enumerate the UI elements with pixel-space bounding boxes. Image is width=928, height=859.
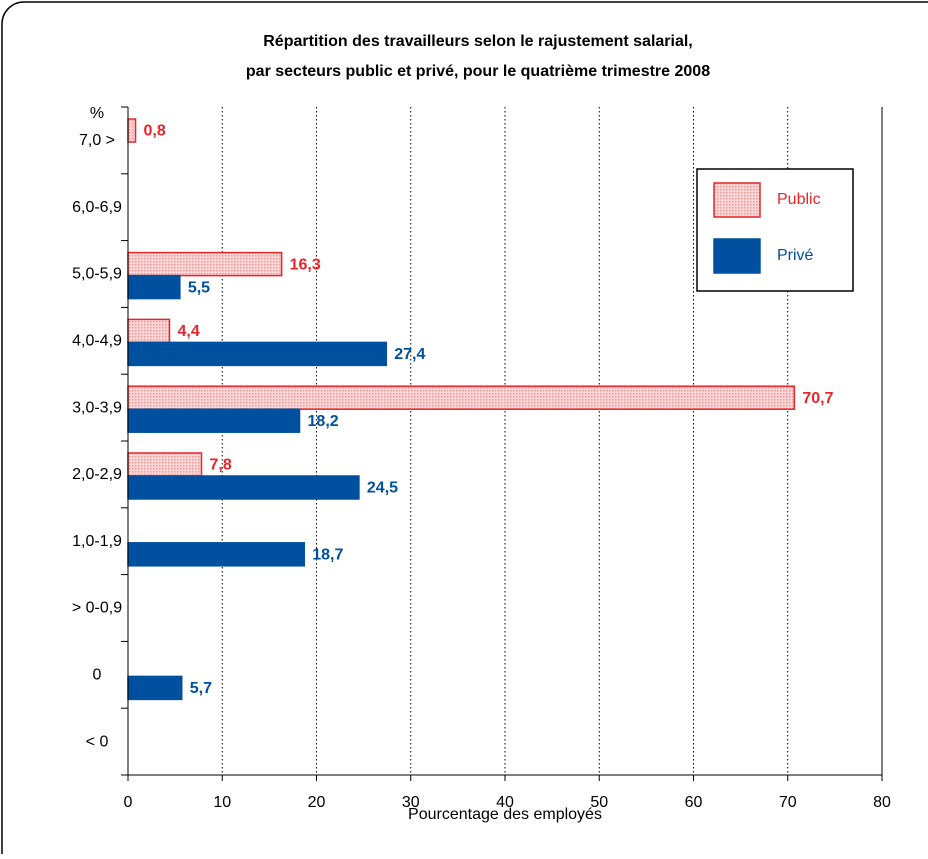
y-tick-label: > 0-0,9: [72, 600, 122, 617]
chart-title: par secteurs public et privé, pour le qu…: [246, 63, 710, 80]
x-tick-label: 10: [213, 794, 231, 811]
y-tick-label: 2,0-2,9: [72, 466, 122, 483]
y-tick-label: 7,0 >: [79, 132, 115, 149]
x-tick-label: 80: [873, 794, 891, 811]
bar: [127, 542, 305, 567]
value-label: 27,4: [394, 346, 425, 363]
y-tick-label: 1,0-1,9: [72, 533, 122, 550]
value-label: 16,3: [290, 256, 321, 273]
value-label: 4,4: [177, 323, 199, 340]
bar: [127, 118, 137, 143]
y-tick-label: 0: [93, 667, 102, 684]
y-tick-label: 3,0-3,9: [72, 399, 122, 416]
x-tick-label: 20: [308, 794, 326, 811]
bar: [127, 318, 171, 344]
legend-swatch: [713, 182, 761, 218]
value-label: 5,5: [188, 279, 210, 296]
legend-swatch: [713, 238, 761, 274]
bar: [127, 452, 203, 477]
x-tick-label: 70: [779, 794, 797, 811]
bar: [127, 385, 796, 410]
x-tick-label: 0: [124, 794, 133, 811]
y-tick-label: < 0: [86, 733, 109, 750]
value-label: 0,8: [144, 123, 166, 140]
value-label: 18,7: [312, 547, 343, 564]
y-unit: %: [90, 105, 104, 122]
value-label: 24,5: [367, 480, 398, 497]
y-tick-label: 4,0-4,9: [72, 333, 122, 350]
bar: [127, 274, 181, 300]
x-tick-label: 30: [402, 794, 420, 811]
value-label: 5,7: [190, 680, 212, 697]
legend-label: Public: [777, 191, 821, 208]
x-axis-label: Pourcentage des employés: [408, 806, 602, 823]
bar: [127, 251, 283, 277]
value-label: 7,8: [210, 457, 232, 474]
chart-title: Répartition des travailleurs selon le ra…: [263, 33, 693, 50]
bar: [127, 408, 301, 433]
x-tick-label: 40: [496, 794, 514, 811]
value-label: 70,7: [802, 390, 833, 407]
value-label: 18,2: [308, 413, 339, 430]
x-tick-label: 50: [590, 794, 608, 811]
bar: [127, 475, 360, 500]
x-tick-label: 60: [685, 794, 703, 811]
legend-label: Privé: [777, 247, 814, 264]
bar: [127, 675, 183, 701]
y-tick-label: 6,0-6,9: [72, 199, 122, 216]
bar: [127, 341, 387, 367]
y-tick-label: 5,0-5,9: [72, 266, 122, 283]
